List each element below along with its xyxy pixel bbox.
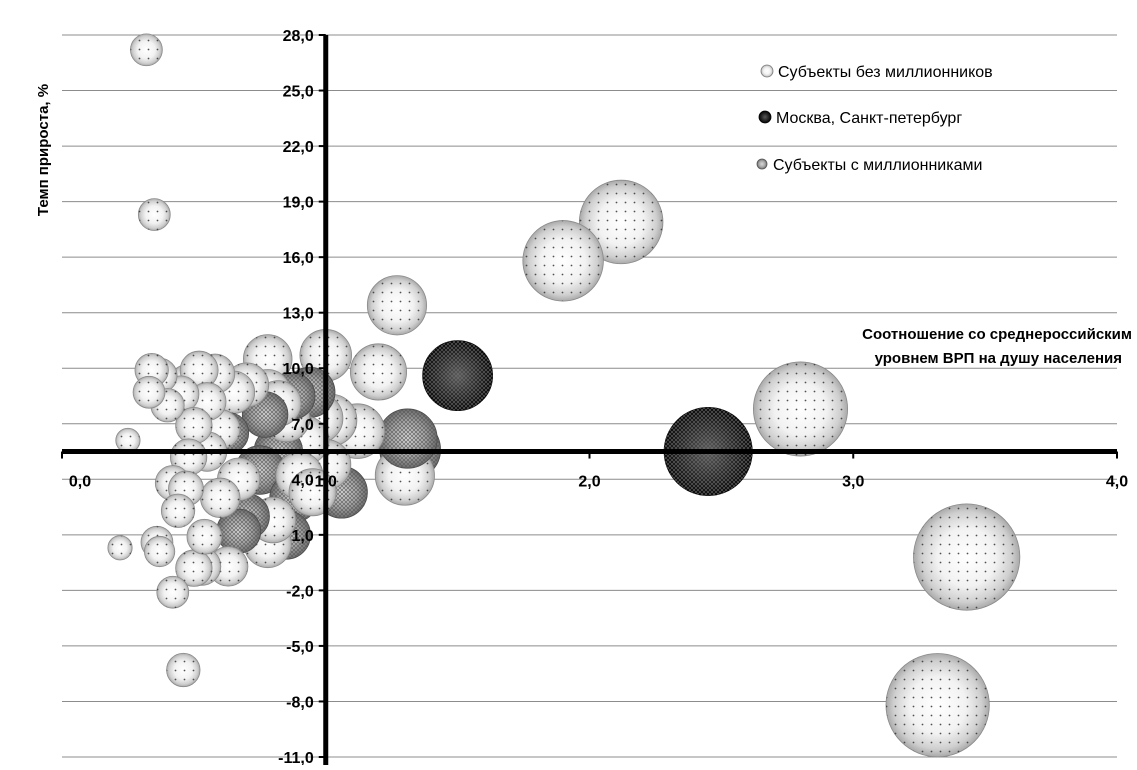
bubble-s0-13 <box>175 406 213 445</box>
bubble-s1-0 <box>422 340 493 411</box>
y-tick-label-3: 19,0 <box>283 195 314 212</box>
bubble-s0-50 <box>578 179 664 265</box>
bubble-s0-3 <box>107 535 133 561</box>
legend-marker-0 <box>760 64 774 78</box>
tick-labels: 28,025,022,019,016,013,010,07,04,01,0-2,… <box>69 28 1128 767</box>
x-tick-label-3: 3,0 <box>842 474 864 491</box>
bubble-s0-1 <box>137 198 171 231</box>
bubble-s0-53 <box>885 653 990 758</box>
legend-label-2: Субъекты с миллионниками <box>773 157 982 174</box>
axes <box>61 34 1118 765</box>
bubble-s0-19 <box>160 493 196 528</box>
bubble-s0-51 <box>752 361 849 457</box>
bubble-s0-49 <box>522 220 604 302</box>
y-axis-label: Темп прироста, % <box>35 84 52 216</box>
legend-marker-2 <box>756 158 768 170</box>
y-tick-label-10: -2,0 <box>286 583 314 600</box>
bubble-s0-21 <box>143 535 176 568</box>
y-tick-label-13: -11,0 <box>278 750 314 765</box>
y-tick-label-6: 10,0 <box>283 361 314 378</box>
legend-label-0: Субъекты без миллионников <box>778 64 993 81</box>
y-tick-label-11: -5,0 <box>286 639 314 656</box>
bubble-s0-0 <box>130 33 163 67</box>
legend: Субъекты без миллионников Москва, Санкт-… <box>756 64 993 174</box>
bubbles <box>107 33 1021 758</box>
y-tick-label-4: 16,0 <box>283 250 314 267</box>
x-axis-label-line2: уровнем ВРП на душу населения <box>875 350 1122 367</box>
y-tick-label-8: 4,0 <box>292 472 314 489</box>
y-tick-label-2: 22,0 <box>283 139 314 156</box>
x-tick-label-4: 4,0 <box>1106 474 1128 491</box>
y-tick-label-1: 25,0 <box>283 84 314 101</box>
y-tick-label-7: 7,0 <box>292 417 314 434</box>
bubble-s0-15 <box>169 438 208 476</box>
y-tick-label-12: -8,0 <box>286 694 314 711</box>
x-tick-label-2: 2,0 <box>578 474 600 491</box>
bubble-s0-39 <box>349 343 408 401</box>
bubble-s0-52 <box>913 503 1021 611</box>
bubble-s0-47 <box>175 549 213 587</box>
bubble-s0-6 <box>132 375 166 409</box>
x-axis-label-line1: Соотношение со среднероссийским <box>862 326 1132 343</box>
legend-item-2: Субъекты с миллионниками <box>756 157 982 174</box>
bubble-s2-12 <box>377 408 438 469</box>
bubble-s0-23 <box>186 518 223 555</box>
y-tick-label-9: 1,0 <box>292 528 314 545</box>
y-tick-label-0: 28,0 <box>283 28 314 45</box>
legend-label-1: Москва, Санкт-петербург <box>776 110 962 127</box>
legend-item-0: Субъекты без миллионников <box>760 64 993 81</box>
y-tick-label-5: 13,0 <box>283 306 314 323</box>
legend-marker-1 <box>758 110 772 124</box>
bubble-s0-48 <box>166 652 201 688</box>
bubble-s0-40 <box>366 275 428 336</box>
bubble-s2-8 <box>216 508 262 554</box>
legend-item-1: Москва, Санкт-петербург <box>758 110 962 127</box>
bubble-s0-22 <box>156 575 190 609</box>
bubble-s0-2 <box>115 427 141 453</box>
x-tick-label-0: 0,0 <box>69 474 91 491</box>
bubble-s0-26 <box>200 477 241 518</box>
x-tick-label-1: 1,0 <box>315 474 337 491</box>
